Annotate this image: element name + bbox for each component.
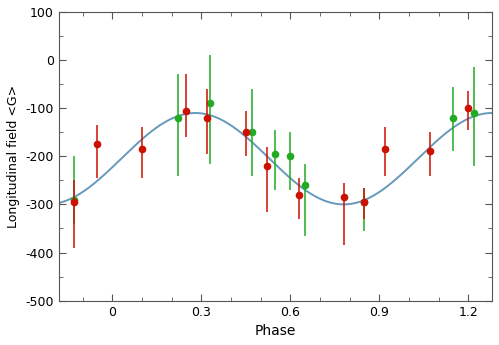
Y-axis label: Longitudinal field <G>: Longitudinal field <G> xyxy=(7,85,20,228)
X-axis label: Phase: Phase xyxy=(255,324,296,338)
